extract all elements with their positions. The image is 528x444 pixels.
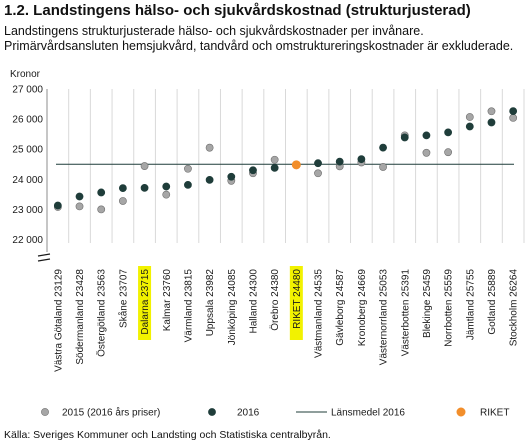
x-tick-label: Västmanland 24535 bbox=[314, 269, 325, 358]
point-2016 bbox=[140, 183, 149, 192]
chart-title: 1.2. Landstingens hälso- och sjukvårdsko… bbox=[4, 2, 471, 19]
x-tick-label: Östergötland 23563 bbox=[96, 269, 108, 357]
y-axis: Kronor 22 000 23 000 24 000 25 000 26 000 27 … bbox=[10, 69, 51, 262]
axis-break-mark bbox=[37, 258, 51, 262]
y-tick-label: 27 000 bbox=[12, 85, 43, 96]
point-2016 bbox=[487, 118, 496, 127]
x-tick-label: RIKET 24480 bbox=[292, 269, 303, 329]
point-2015 bbox=[444, 148, 453, 157]
point-2015 bbox=[140, 162, 149, 170]
x-tick-label: Gävleborg 24587 bbox=[335, 269, 346, 346]
point-2016 bbox=[249, 166, 257, 175]
legend-2015-marker bbox=[41, 408, 49, 416]
grid-layer bbox=[46, 89, 525, 243]
point-2016 bbox=[97, 188, 106, 197]
point-2016 bbox=[227, 172, 236, 181]
legend-riket-marker bbox=[456, 407, 466, 417]
x-tick-label: Blekinge 25459 bbox=[422, 269, 433, 338]
point-2016 bbox=[53, 201, 62, 210]
y-tick-label: 24 000 bbox=[12, 175, 43, 186]
point-2016 bbox=[75, 192, 84, 201]
point-2015 bbox=[97, 205, 106, 214]
x-tick-label: Örebro 24380 bbox=[269, 269, 281, 331]
x-tick-label: Västra Götaland 23129 bbox=[53, 269, 64, 372]
y-axis-label: Kronor bbox=[10, 69, 41, 80]
point-2016 bbox=[444, 128, 453, 137]
point-2016 bbox=[422, 131, 431, 140]
legend: 2015 (2016 års priser) 2016 Länsmedel 2016… bbox=[41, 407, 509, 419]
y-tick-label: 23 000 bbox=[12, 205, 43, 216]
legend-2016-label: 2016 bbox=[237, 408, 260, 419]
source-note: Källa: Sveriges Kommuner och Landsting o… bbox=[4, 429, 331, 441]
point-2016 bbox=[509, 107, 518, 116]
x-axis-labels: Västra Götaland 23129 Södermanland 23428 Ö… bbox=[53, 269, 519, 372]
x-tick-label: Halland 24300 bbox=[248, 269, 259, 334]
point-riket bbox=[291, 160, 301, 170]
axis-break-mark bbox=[37, 253, 51, 257]
point-2016 bbox=[465, 122, 474, 131]
x-tick-label: Kronoberg 24669 bbox=[357, 269, 368, 347]
point-2015 bbox=[270, 155, 279, 164]
category-highlight bbox=[138, 266, 152, 340]
point-2015 bbox=[465, 113, 474, 121]
y-tick-label: 22 000 bbox=[12, 235, 43, 246]
point-2016 bbox=[184, 180, 192, 189]
x-tick-label: Södermanland 23428 bbox=[75, 269, 86, 365]
legend-riket-label: RIKET bbox=[480, 408, 509, 419]
point-2016 bbox=[357, 155, 366, 164]
x-tick-label: Norrbotten 25559 bbox=[444, 269, 455, 347]
x-tick-label: Gotland 25889 bbox=[487, 269, 498, 335]
point-2016 bbox=[205, 175, 214, 184]
point-2015 bbox=[509, 113, 518, 122]
point-2015 bbox=[422, 148, 431, 157]
point-2015 bbox=[205, 143, 214, 152]
point-2016 bbox=[335, 157, 344, 166]
category-highlight bbox=[289, 266, 303, 340]
x-tick-label: Dalarna 23715 bbox=[140, 269, 151, 335]
x-tick-label: Jönköping 24085 bbox=[227, 269, 238, 346]
x-tick-label: Skåne 23707 bbox=[117, 269, 129, 328]
legend-2016-marker bbox=[208, 408, 216, 416]
point-2015 bbox=[75, 202, 84, 211]
highlight-layer bbox=[138, 266, 303, 340]
x-tick-label: Jämtland 25755 bbox=[465, 269, 476, 341]
points-layer bbox=[53, 107, 518, 214]
point-2016 bbox=[400, 133, 409, 142]
point-2015 bbox=[487, 107, 496, 116]
y-tick-label: 26 000 bbox=[12, 115, 43, 126]
point-2016 bbox=[314, 159, 322, 168]
chart-subtitle: Landstingens strukturjusterade hälso- oc… bbox=[4, 24, 514, 53]
point-2016 bbox=[118, 184, 127, 193]
point-2015 bbox=[314, 169, 322, 178]
point-2015 bbox=[118, 197, 127, 205]
x-tick-label: Stockholm 26264 bbox=[509, 269, 520, 347]
y-tick-label: 25 000 bbox=[12, 145, 43, 156]
point-2015 bbox=[184, 164, 192, 173]
x-tick-label: Värmland 23815 bbox=[183, 269, 194, 343]
point-2016 bbox=[379, 143, 387, 152]
point-2016 bbox=[270, 163, 279, 172]
x-tick-label: Västernorrland 25053 bbox=[379, 269, 390, 366]
point-2016 bbox=[162, 182, 171, 191]
point-2015 bbox=[162, 190, 171, 199]
x-tick-label: Uppsala 23982 bbox=[205, 269, 216, 337]
x-tick-label: Kalmar 23760 bbox=[162, 269, 173, 332]
x-tick-label: Västerbotten 25391 bbox=[400, 269, 411, 357]
legend-mean-label: Länsmedel 2016 bbox=[331, 408, 405, 419]
point-2015 bbox=[379, 163, 387, 171]
legend-2015-label: 2015 (2016 års priser) bbox=[62, 407, 160, 419]
